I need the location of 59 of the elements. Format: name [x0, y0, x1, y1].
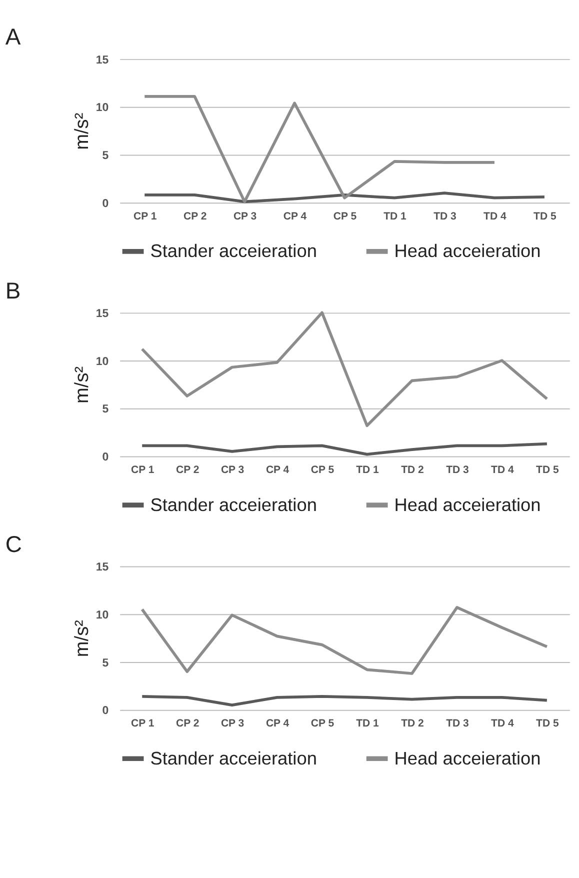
y-tick-label: 15	[96, 54, 110, 66]
x-tick-label: CP 4	[266, 464, 290, 476]
chart-title: C	[5, 530, 22, 557]
legend-label: Stander acceieration	[150, 241, 317, 262]
y-tick-label: 15	[96, 308, 110, 320]
y-tick-label: 5	[102, 150, 110, 162]
y-tick-label: 15	[96, 562, 110, 574]
y-tick-label: 10	[96, 609, 109, 622]
x-tick-label: CP 1	[130, 464, 154, 476]
y-tick-label: 0	[102, 452, 109, 464]
y-tick-label: 0	[102, 705, 109, 718]
legend-label: Stander acceieration	[150, 748, 317, 768]
line-series	[140, 442, 548, 456]
y-tick-label: 0	[102, 198, 109, 210]
x-tick-label: TD 1	[356, 718, 380, 730]
x-tick-label: TD 5	[536, 464, 559, 476]
x-tick-label: CP 4	[266, 718, 290, 730]
y-axis-title: m/s²	[72, 112, 94, 150]
y-tick-label: 5	[102, 657, 110, 670]
x-tick-label: CP 2	[176, 718, 200, 730]
x-tick-label: CP 2	[176, 464, 200, 476]
x-tick-label: TD 1	[384, 210, 407, 222]
legend-label: Head acceieration	[394, 494, 541, 515]
x-tick-label: CP 1	[133, 210, 157, 222]
x-tick-label: TD 2	[401, 464, 424, 476]
x-tick-label: CP 5	[310, 464, 334, 476]
line-series	[143, 94, 496, 204]
y-axis-title: m/s²	[72, 620, 94, 658]
x-tick-label: TD 4	[484, 210, 506, 222]
y-tick-label: 10	[96, 102, 109, 114]
x-tick-label: TD 3	[446, 718, 469, 730]
line-series	[140, 695, 548, 707]
x-tick-label: TD 5	[534, 210, 556, 222]
x-tick-label: CP 3	[220, 718, 244, 730]
x-tick-label: CP 5	[310, 718, 334, 730]
x-tick-label: CP 1	[130, 718, 154, 730]
x-tick-label: CP 3	[220, 464, 244, 476]
x-tick-label: TD 2	[401, 718, 424, 730]
x-tick-label: CP 2	[183, 210, 207, 222]
legend-label: Head acceieration	[394, 241, 541, 262]
y-axis-title: m/s²	[72, 366, 94, 404]
x-tick-label: TD 4	[491, 718, 514, 730]
x-tick-label: TD 5	[536, 718, 559, 730]
x-tick-label: TD 3	[446, 464, 469, 476]
x-tick-label: CP 5	[333, 210, 357, 222]
line-series	[143, 192, 546, 204]
chart-title: B	[5, 277, 21, 304]
x-tick-label: TD 1	[356, 464, 380, 476]
chart-title: A	[5, 24, 22, 50]
legend-label: Stander acceieration	[150, 494, 317, 515]
line-series	[140, 311, 548, 428]
y-tick-label: 5	[102, 404, 110, 416]
legend-label: Head acceieration	[394, 748, 541, 768]
y-tick-label: 10	[96, 356, 109, 368]
x-tick-label: CP 3	[233, 210, 257, 222]
x-tick-label: CP 4	[283, 210, 307, 222]
line-series	[140, 606, 548, 675]
x-tick-label: TD 4	[491, 464, 514, 476]
x-tick-label: TD 3	[434, 210, 457, 222]
